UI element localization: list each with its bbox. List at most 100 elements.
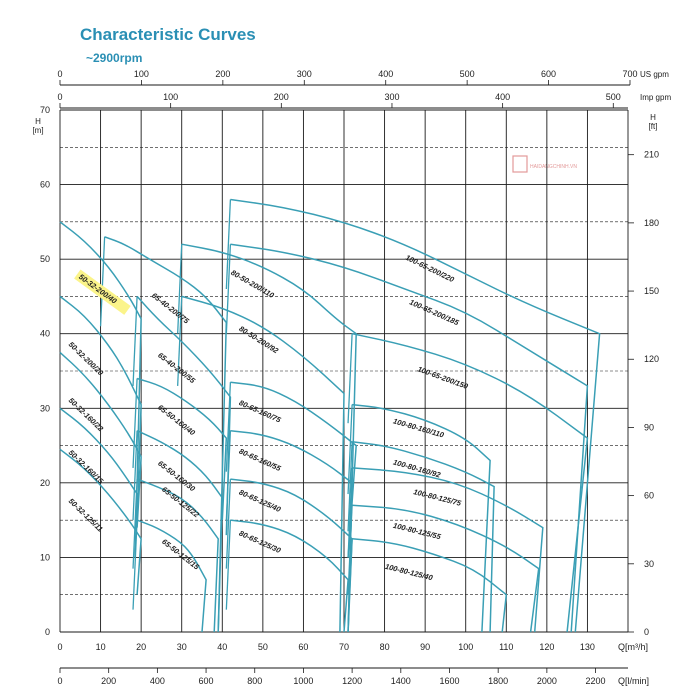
x-tick-label-usgpm: 400 [378,69,393,79]
curve-label: 100-65-200/220 [404,253,456,285]
curve-label: 100-80-160/110 [392,416,446,439]
curve-80-50-200-110 [181,243,357,633]
curve-80-65-160-75 [230,381,357,558]
y-tick-label-m: 20 [40,478,50,488]
curve-min-flow-line [347,467,353,558]
y-axis-label-left: H [35,117,41,126]
pump-curves [59,198,601,633]
x-tick-label-m3h: 110 [499,642,513,652]
curve-80-65-125-40 [230,478,353,633]
x-tick-label-impgpm: 300 [384,92,399,102]
curve-min-flow-line [225,520,232,610]
curve-label: 80-65-160/55 [238,447,283,474]
x-tick-label-lmin: 2000 [537,676,557,686]
x-tick-label-m3h: 40 [217,642,227,652]
x-tick-label-lmin: 200 [101,676,116,686]
curve-min-flow-line [225,199,232,290]
curve-min-flow-line [177,244,183,334]
x-tick-label-impgpm: 200 [274,92,289,102]
x-tick-label-m3h: 130 [580,642,595,652]
x-tick-label-impgpm: 500 [606,92,621,102]
curve-label: 50-32-200/40 [77,272,119,306]
curve-label: 50-32-200/20 [67,340,106,378]
x-tick-label-impgpm: 100 [163,92,178,102]
curve-min-flow-line [225,479,232,569]
y-tick-label-m: 40 [40,329,50,339]
curve-label: 80-65-125/40 [238,488,283,515]
curve-50-32-200-40 [59,221,142,483]
curve-100-80-125-40 [352,538,508,633]
x-tick-label-usgpm: 100 [134,69,149,79]
x-tick-label-m3h: 50 [258,642,268,652]
x-tick-label-lmin: 1600 [439,676,459,686]
x-axis-label-lmin: Q[l/min] [618,676,649,686]
curve-label: 80-65-125/30 [238,529,283,556]
curve-65-50-160-30 [136,430,224,633]
y-tick-label-ft: 150 [644,286,659,296]
curve-min-flow-line [132,296,138,386]
curve-65-50-125-15 [136,519,207,633]
x-tick-label-m3h: 90 [420,642,430,652]
curve-min-flow-line [347,441,353,532]
x-tick-label-lmin: 400 [150,676,165,686]
curve-100-65-200-150 [351,332,589,633]
x-tick-label-lmin: 1400 [391,676,411,686]
chart-title: Characteristic Curves [80,25,256,44]
x-tick-label-lmin: 0 [57,676,62,686]
curve-80-65-160-55 [230,429,353,633]
curve-label: 50-32-125/11 [67,496,105,533]
watermark-icon [512,155,528,173]
x-axis-label-m3h: Q[m³/h] [618,642,648,652]
y-tick-label-ft: 0 [644,627,649,637]
chart-subtitle: ~2900rpm [86,51,142,65]
curve-65-50-125-22 [136,478,219,633]
y-tick-label-ft: 30 [644,559,654,569]
curve-100-65-200-185 [230,243,589,633]
curve-label: 100-80-125/55 [392,521,442,542]
plot-axes: 010203040506070H[m]0306090120150180210H[… [32,69,671,686]
curve-50-32-160-15 [59,407,138,558]
curve-label: 50-32-160/15 [67,448,106,486]
curve-label-highlight [74,269,131,315]
watermark-text: HAIDANGCHINH.VN [530,164,577,170]
curve-label: 65-50-125/22 [160,485,201,520]
x-tick-label-lmin: 1200 [342,676,362,686]
x-tick-label-m3h: 120 [539,642,554,652]
y-tick-label-m: 50 [40,254,50,264]
curve-min-flow-line [177,296,183,386]
y-tick-label-m: 70 [40,105,50,115]
curve-label: 65-40-200/55 [156,351,197,386]
curve-label: 100-80-125/40 [384,562,434,583]
curve-50-32-125-11 [59,448,142,595]
y-tick-label-ft: 210 [644,150,659,160]
plot-grid [59,109,629,633]
curve-100-80-160-110 [352,403,491,633]
curve-65-40-200-55 [136,295,232,536]
x-tick-label-m3h: 100 [458,642,473,652]
curve-min-flow-line [132,430,138,521]
x-tick-label-usgpm: 200 [215,69,230,79]
curve-min-flow-line [347,404,353,495]
y-axis-unit-right: [ft] [649,122,658,131]
curve-min-flow-line [347,505,353,595]
curve-65-40-200-75 [104,236,228,633]
x-tick-label-lmin: 1000 [293,676,313,686]
curve-100-80-160-92 [352,441,495,633]
y-tick-label-m: 0 [45,627,50,637]
x-tick-label-m3h: 10 [96,642,106,652]
curve-80-65-125-30 [230,519,349,633]
curve-50-32-200-20 [59,295,142,521]
x-tick-label-m3h: 70 [339,642,349,652]
x-tick-label-lmin: 800 [247,676,262,686]
x-tick-label-usgpm: 700 [622,69,637,79]
curve-min-flow-line [132,378,138,468]
y-tick-label-m: 10 [40,552,50,562]
x-tick-label-impgpm: 400 [495,92,510,102]
y-tick-label-m: 60 [40,180,50,190]
x-tick-label-usgpm: 600 [541,69,556,79]
curve-100-80-125-75 [352,467,544,633]
y-tick-label-ft: 120 [644,354,659,364]
curve-min-flow-line [225,382,232,472]
x-tick-label-usgpm: 300 [297,69,312,79]
